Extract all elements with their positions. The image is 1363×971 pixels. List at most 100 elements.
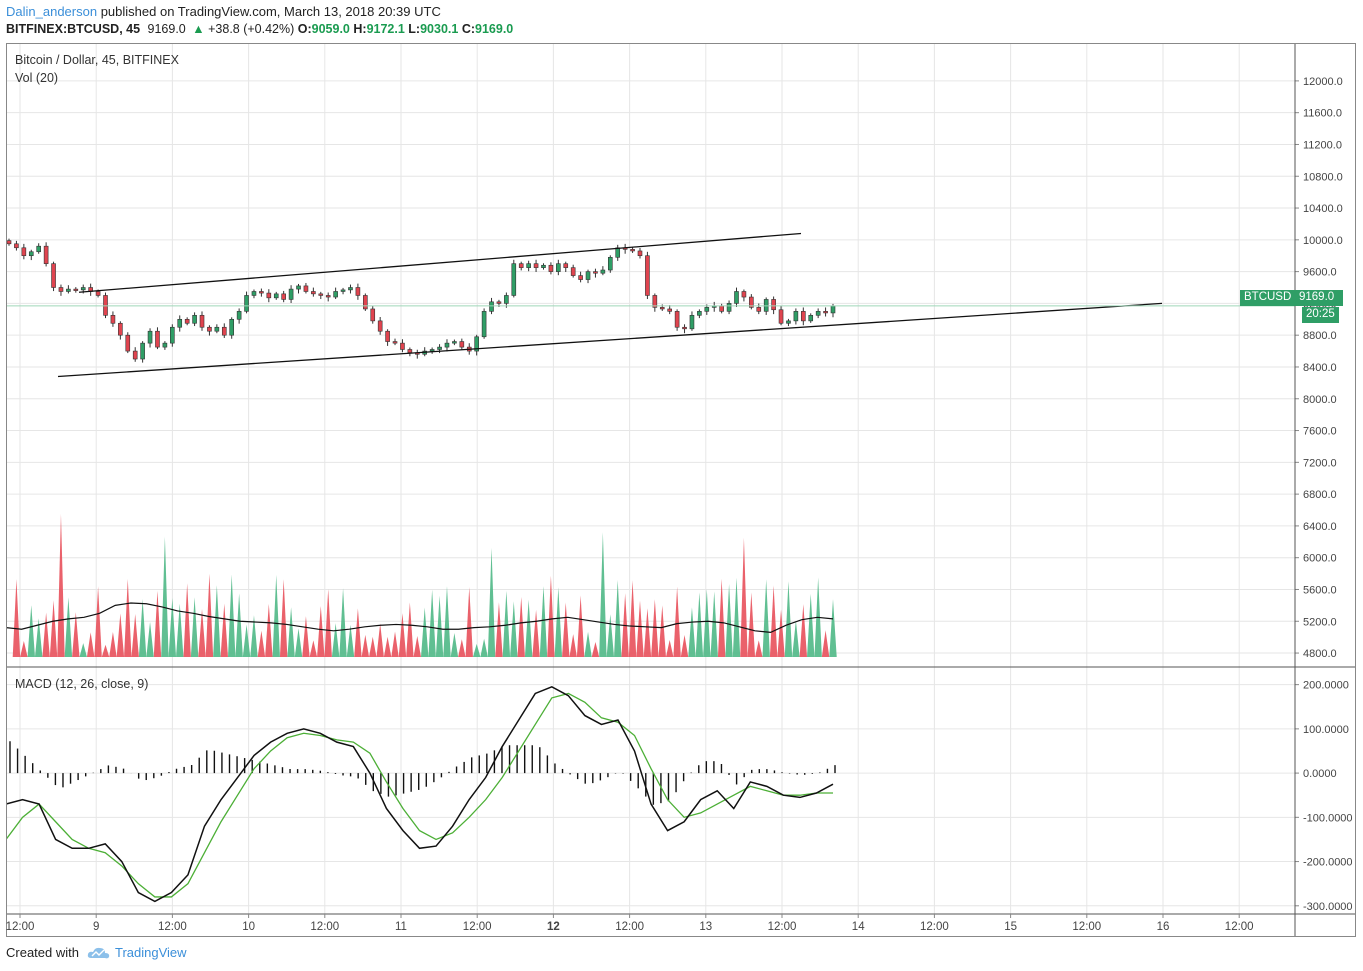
candle-body (570, 267, 576, 276)
time-tick-day-label: 11 (395, 921, 407, 933)
volume-bar (777, 609, 785, 658)
candle-body (444, 342, 450, 348)
volume-bar (72, 612, 80, 658)
candle-body (726, 303, 732, 312)
tradingview-cloud-icon (87, 947, 110, 958)
candle-body (66, 288, 71, 292)
volume-bar (532, 609, 540, 658)
candle-body (43, 245, 49, 264)
candle-body (28, 251, 34, 257)
candle-body (682, 326, 687, 330)
candle-body (392, 341, 398, 344)
volume-bar (27, 605, 35, 658)
volume-bar (227, 574, 236, 658)
price-tick-label: 5200.0 (1303, 616, 1337, 628)
macd-legend: MACD (12, 26, close, 9) (15, 677, 149, 691)
volume-bar (792, 620, 800, 658)
candle-body (615, 247, 621, 258)
tradingview-link[interactable]: TradingView (114, 945, 187, 960)
candle-body (793, 311, 799, 322)
volume-bar (732, 577, 741, 658)
candle-body (170, 326, 175, 344)
volume-bar (680, 634, 689, 658)
main-legend: Bitcoin / Dollar, 45, BITFINEX (15, 53, 179, 67)
candle-body (51, 263, 56, 288)
high-label: H: (353, 22, 367, 36)
candle-body (214, 326, 220, 332)
price-tick-label: 12000.0 (1303, 76, 1343, 88)
bar-timer-badge: 20:25 (1302, 307, 1339, 323)
volume-bar (703, 589, 711, 658)
time-tick-day-label: 10 (242, 921, 255, 933)
candle-body (600, 269, 606, 274)
price-tick-label: 5600.0 (1303, 584, 1337, 596)
candle-body (377, 320, 383, 332)
time-tick-day-label: 9 (93, 921, 99, 933)
candle-body (110, 315, 116, 324)
macd-tick-label: -300.0000 (1303, 901, 1353, 913)
volume-bar (480, 638, 488, 658)
volume-bar (220, 603, 228, 658)
volume-bar (651, 599, 659, 658)
volume-bar (673, 586, 681, 658)
candle-body (192, 315, 197, 324)
volume-bar (168, 597, 177, 658)
volume-bar (636, 600, 644, 658)
candle-body (593, 271, 598, 274)
candle-body (370, 308, 376, 322)
candle-body (749, 296, 754, 308)
username-link[interactable]: Dalin_anderson (6, 4, 98, 19)
current-price-badge: 9169.0 (1295, 290, 1343, 306)
time-tick-label: 12:00 (768, 921, 797, 933)
volume-bar (562, 602, 570, 658)
change-value: +38.8 (+0.42%) (208, 22, 295, 36)
publish-info: Dalin_anderson published on TradingView.… (6, 4, 441, 19)
candle-body (741, 291, 747, 298)
volume-bar (161, 536, 169, 658)
volume-bar (406, 602, 414, 658)
candle-body (355, 287, 361, 296)
volume-bar (302, 616, 310, 658)
volume-bar (257, 630, 266, 658)
candle-body (207, 326, 212, 332)
volume-bar (339, 588, 347, 658)
candle-body (704, 307, 710, 312)
candle-body (548, 264, 554, 272)
candle-body (556, 263, 561, 272)
close-value: 9169.0 (475, 22, 514, 36)
price-tick-label: 9600.0 (1303, 267, 1337, 279)
symbol-price-badge: BTCUSD (1240, 290, 1296, 306)
candle-body (273, 293, 279, 299)
candle-body (533, 263, 539, 268)
volume-bar (807, 593, 815, 658)
volume-bar (279, 579, 288, 658)
volume-legend: Vol (20) (15, 71, 59, 85)
price-tick-label: 10400.0 (1303, 203, 1343, 215)
volume-bar (769, 585, 778, 658)
chart-frame[interactable]: 12000.0 11600.0 11200.0 10800.0 10400.0 10000… (6, 43, 1356, 937)
volume-bar (569, 634, 577, 658)
candle-body (363, 295, 368, 310)
candle-body (199, 315, 205, 328)
candle-body (236, 311, 242, 320)
chart-canvas[interactable]: 12000.0 11600.0 11200.0 10800.0 10400.0 10000… (6, 43, 1356, 937)
volume-bar (20, 641, 28, 658)
candle-body (303, 285, 309, 292)
volume-bar (64, 597, 73, 658)
price-tick-label: 8000.0 (1303, 394, 1337, 406)
volume-bar (435, 595, 444, 658)
close-label: C: (461, 22, 476, 36)
candle-body (815, 311, 821, 316)
time-tick-label: 12:00 (310, 921, 339, 933)
volume-bar (153, 590, 162, 658)
candle-body (719, 305, 724, 312)
candle-body (333, 291, 338, 298)
time-tick-day-label: 14 (852, 921, 865, 933)
volume-bar (547, 575, 555, 658)
symbol-info: BITFINEX:BTCUSD, 45 9169.0 ▲ +38.8 (+0.4… (6, 22, 513, 36)
volume-bar (265, 603, 273, 658)
candle-body (585, 271, 591, 280)
time-tick-day-label: 16 (1157, 921, 1170, 933)
volume-bar (821, 630, 830, 658)
candle-body (756, 307, 762, 312)
